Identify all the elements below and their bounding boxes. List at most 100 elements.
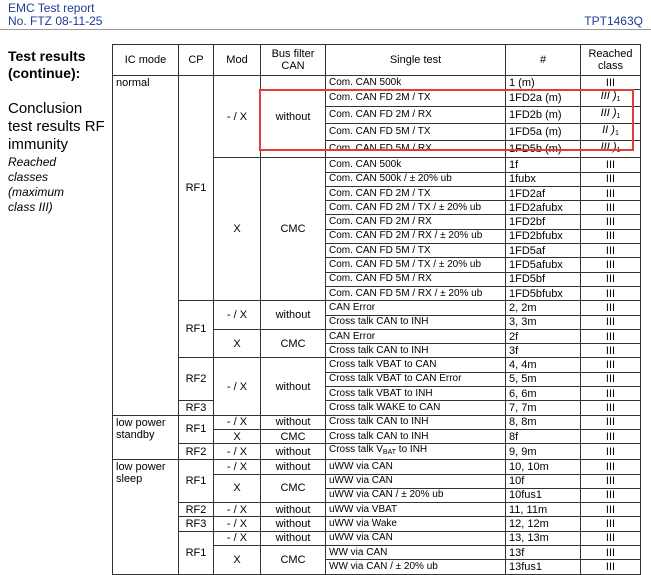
single-test: CAN Error	[329, 330, 376, 342]
number-cell: 2f	[505, 328, 581, 345]
number-cell: 8f	[505, 428, 581, 445]
table-body: normal RF1 - / X without Com. CAN 500k 1 (m) I…	[112, 74, 641, 575]
mod: - / X	[226, 416, 248, 429]
test-number: 8, 8m	[509, 416, 537, 429]
filter: without	[275, 518, 311, 531]
number-cell: 4, 4m	[505, 357, 581, 373]
test-cell: Com. CAN 500k	[325, 74, 506, 91]
table-row: Com. CAN FD 5M / RX 1FD5bf III	[113, 271, 641, 287]
column-header: Mod	[213, 44, 261, 76]
table-row: Com. CAN FD 5M / TX 1FD5a (m) II )1	[113, 123, 641, 142]
test-number: 1fubx	[509, 173, 536, 186]
test-cell: Com. CAN FD 2M / RX	[325, 214, 506, 230]
cp-cell: RF1	[178, 74, 214, 302]
reached-class: III	[605, 475, 616, 488]
test-cell: WW via CAN / ± 20% ub	[325, 559, 506, 575]
reached-class: III	[605, 158, 616, 171]
class-cell: III	[580, 443, 641, 461]
test-cell: Com. CAN FD 5M / RX	[325, 271, 506, 287]
reached-class: III )	[600, 107, 617, 120]
single-test: Com. CAN FD 5M / TX	[329, 126, 431, 138]
class-cell: III	[580, 214, 641, 230]
filter-cell: CMC	[260, 328, 326, 359]
test-cell: Com. CAN FD 5M / RX / ± 20% ub	[325, 285, 506, 302]
single-test: uWW via VBAT	[329, 503, 398, 515]
report-number: No. FTZ 08-11-25	[8, 14, 103, 28]
ic-mode-cell: low power standby	[112, 414, 179, 461]
cp: RF3	[185, 518, 207, 531]
class-cell: III	[580, 371, 641, 388]
cp-cell: RF2	[178, 443, 214, 461]
reached-class: III	[605, 301, 616, 314]
mod: - / X	[226, 445, 248, 458]
test-cell: uWW via CAN	[325, 473, 506, 489]
test-cell: Cross talk VBAT to INH	[325, 386, 506, 402]
test-number: 13fus1	[509, 560, 543, 573]
single-test: Com. CAN FD 5M / TX	[329, 244, 431, 256]
number-cell: 3, 3m	[505, 314, 581, 330]
number-cell: 1fubx	[505, 171, 581, 187]
single-test: WW via CAN / ± 20% ub	[329, 560, 438, 572]
results-table: IC mode CP Mod Bus filter CAN Single test # Re…	[112, 44, 641, 575]
reached-class: III	[605, 373, 616, 386]
table-row: Com. CAN FD 2M / RX 1FD2bf III	[113, 214, 641, 230]
test-number: 11, 11m	[509, 503, 548, 516]
reached-class: III	[605, 244, 616, 257]
filter-cell: without	[260, 357, 326, 416]
filter: without	[275, 309, 311, 322]
class-cell: III	[580, 343, 641, 359]
test-number: 1FD2bf	[509, 216, 546, 229]
report-title: EMC Test report	[8, 1, 95, 15]
test-number: 1f	[509, 158, 519, 171]
table-row: RF3 - / X without uWW via Wake 12, 12m III	[113, 516, 641, 532]
test-cell: Cross talk CAN to INH	[325, 314, 506, 330]
number-cell: 2, 2m	[505, 300, 581, 316]
cp: RF1	[185, 182, 207, 195]
reached-class: III	[605, 518, 616, 531]
class-cell: III	[580, 487, 641, 504]
single-test: uWW via CAN / ± 20% ub	[329, 489, 444, 501]
table-row: Cross talk CAN to INH 3, 3m III	[113, 314, 641, 330]
test-number: 6, 6m	[509, 387, 537, 400]
table-row: Com. CAN 500k / ± 20% ub 1fubx III	[113, 171, 641, 187]
reached-class: III )	[600, 90, 617, 103]
column-header: CP	[178, 44, 214, 76]
test-number: 7, 7m	[509, 401, 537, 414]
cp-cell: RF1	[178, 300, 214, 359]
table-row: RF1 - / X without CAN Error 2, 2m III	[113, 300, 641, 359]
single-test: Cross talk VBAT to CAN Error	[329, 373, 462, 385]
reached-class: III	[605, 273, 616, 286]
number-cell: 7, 7m	[505, 400, 581, 416]
mod: X	[233, 482, 241, 495]
class-cell: III	[580, 414, 641, 430]
filter: CMC	[280, 482, 306, 495]
test-cell: Cross talk CAN to INH	[325, 343, 506, 359]
single-test: uWW via CAN	[329, 475, 393, 487]
number-cell: 8, 8m	[505, 414, 581, 430]
reached-class: III	[605, 430, 616, 443]
test-cell: Com. CAN FD 2M / TX / ± 20% ub	[325, 200, 506, 216]
test-cell: Com. CAN FD 2M / TX	[325, 185, 506, 202]
cp: RF2	[185, 373, 207, 386]
column-header: Bus filter CAN	[260, 44, 326, 76]
filter: without	[275, 460, 311, 473]
cp: RF2	[185, 445, 207, 458]
single-test: Cross talk CAN to INH	[329, 344, 429, 356]
class-cell: III	[580, 171, 641, 187]
number-cell: 1FD5bfubx	[505, 285, 581, 302]
cp: RF1	[185, 323, 207, 336]
highlight-box	[259, 89, 634, 151]
table-row: Cross talk VBAT to CAN Error 5, 5m III	[113, 371, 641, 388]
cp-cell: RF3	[178, 516, 214, 532]
mod: - / X	[226, 110, 248, 123]
reached-class: III	[605, 287, 616, 300]
test-cell: WW via CAN	[325, 545, 506, 561]
test-number: 1FD2af	[509, 187, 546, 200]
test-number: 1FD5afubx	[509, 259, 563, 272]
mod: - / X	[226, 518, 248, 531]
mod-cell: - / X	[213, 516, 261, 532]
cp-cell: RF1	[178, 530, 214, 575]
reached-class: III	[605, 316, 616, 329]
class-cell: III	[580, 502, 641, 518]
mod-cell: - / X	[213, 300, 261, 330]
